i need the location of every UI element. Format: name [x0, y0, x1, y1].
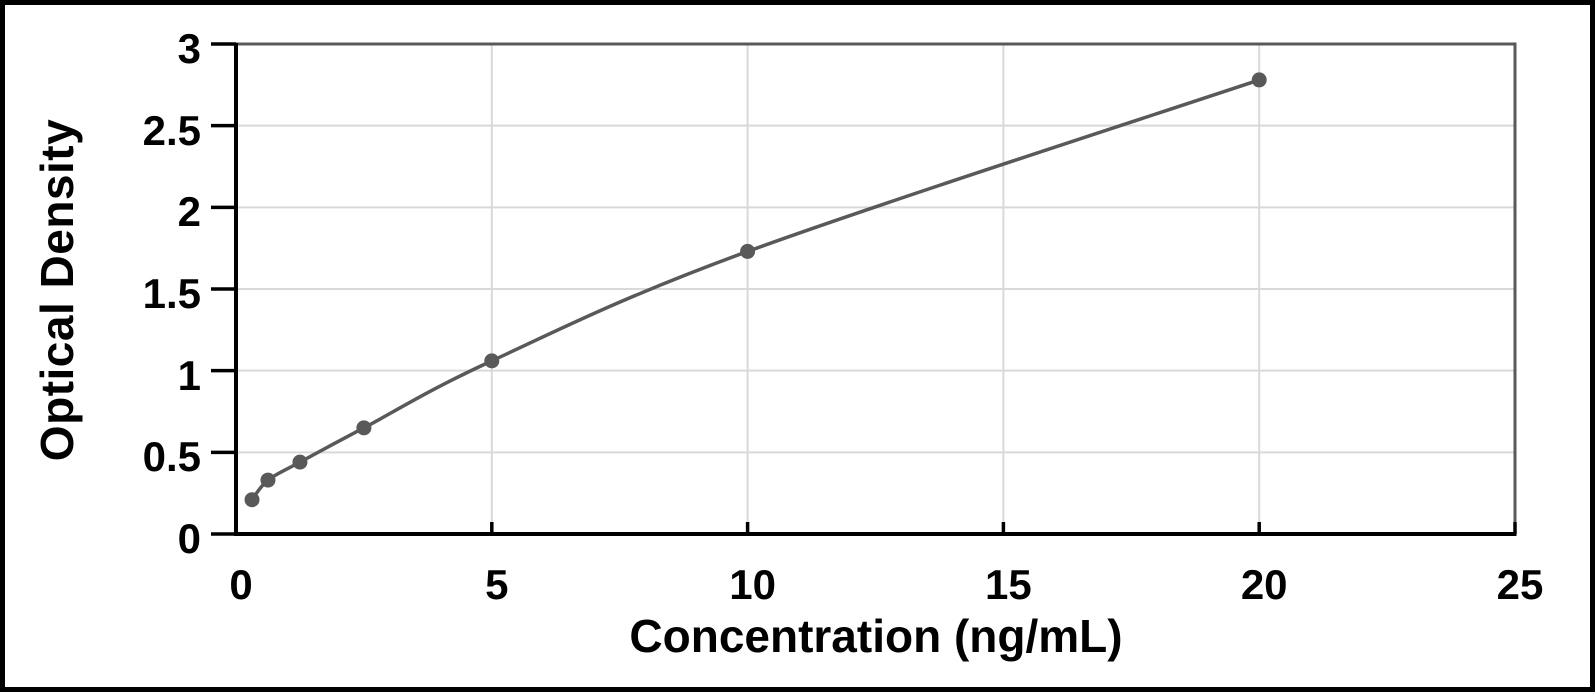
data-point-marker	[244, 492, 260, 508]
data-point-marker	[484, 353, 500, 369]
x-tick-label: 20	[1240, 561, 1288, 608]
x-tick-label: 15	[985, 561, 1032, 608]
x-tick-label: 25	[1496, 561, 1544, 608]
y-tick-label: 3	[177, 25, 201, 72]
y-tick-label: 0.5	[142, 433, 201, 481]
data-point-marker	[740, 243, 756, 259]
data-point-marker	[356, 420, 372, 436]
y-tick-label: 0	[177, 515, 201, 562]
standard-curve-chart	[211, 42, 1517, 536]
y-tick-label: 1.5	[142, 270, 201, 317]
data-point-marker	[260, 472, 276, 488]
x-tick-label: 10	[729, 561, 776, 608]
x-tick-label: 0	[229, 561, 253, 608]
y-tick-label: 2.5	[142, 106, 201, 154]
y-tick-label: 1	[177, 351, 201, 399]
x-axis-title: Concentration (ng/mL)	[629, 610, 1123, 662]
data-point-marker	[1251, 72, 1267, 88]
data-point-marker	[292, 454, 308, 470]
y-tick-label: 2	[177, 188, 201, 236]
x-tick-label: 5	[485, 561, 509, 608]
